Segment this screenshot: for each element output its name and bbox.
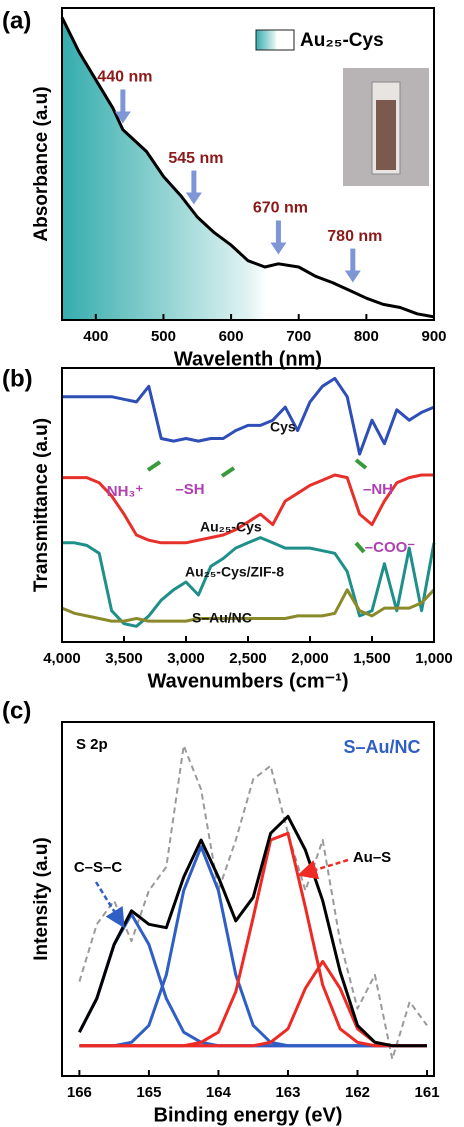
series-line — [78, 814, 427, 1048]
x-tick-label: 900 — [421, 328, 446, 345]
inset-photo — [343, 68, 429, 186]
x-axis-label: Wavelenth (nm) — [174, 348, 322, 370]
annotation: –NH — [363, 481, 393, 498]
x-tick-label: 800 — [354, 328, 379, 345]
x-tick-label: 163 — [275, 1084, 300, 1101]
indicator-dash — [354, 541, 366, 554]
series-line — [60, 16, 435, 319]
x-tick-label: 164 — [206, 1084, 232, 1101]
plot-frame — [61, 7, 435, 321]
annotation: 545 nm — [168, 150, 223, 167]
annotation: S 2p — [76, 736, 108, 753]
y-axis-label: Transmittance (a.u) — [31, 418, 52, 592]
series-label: Cys — [270, 419, 296, 435]
x-tick-label: 4,000 — [43, 650, 81, 667]
panel-label: (a) — [2, 7, 31, 34]
x-tick-label: 165 — [136, 1084, 161, 1101]
series-label: Au₂₅-Cys — [200, 519, 262, 535]
x-tick-label: 3,500 — [105, 650, 143, 667]
y-axis-label: Intensity (a.u) — [31, 837, 52, 961]
x-axis-label: Wavenumbers (cm⁻¹) — [148, 670, 349, 692]
x-tick-label: 600 — [219, 328, 244, 345]
x-axis-label: Binding energy (eV) — [154, 1104, 343, 1126]
panel-label: (c) — [2, 697, 31, 724]
x-tick-label: 3,000 — [167, 650, 205, 667]
series-label: S–Au/NC — [192, 610, 252, 626]
x-tick-label: 400 — [83, 328, 108, 345]
legend-label: Au₂₅-Cys — [300, 30, 384, 51]
annotation: S–Au/NC — [343, 737, 420, 757]
x-tick-label: 1,500 — [353, 650, 391, 667]
indicator-arrow — [94, 881, 125, 929]
plot-frame — [61, 721, 435, 1077]
x-tick-label: 2,000 — [291, 650, 329, 667]
arrow-head — [344, 270, 361, 283]
annotation: –SH — [175, 481, 204, 498]
indicator-dash — [146, 460, 162, 472]
annotation: 780 nm — [327, 228, 382, 245]
panel-label: (b) — [2, 365, 33, 392]
indicator-dash — [220, 466, 236, 478]
y-axis-label: Absorbance (a.u) — [31, 86, 52, 241]
indicator-dash — [354, 458, 368, 470]
x-tick-label: 1,000 — [415, 650, 453, 667]
series-line — [62, 376, 435, 456]
series-line — [78, 744, 428, 1061]
series-line — [62, 473, 434, 545]
x-tick-label: 2,500 — [229, 650, 267, 667]
annotation: –COO⁻ — [365, 539, 416, 556]
indicator-arrow — [297, 858, 349, 880]
arrow-head — [114, 111, 131, 124]
x-tick-label: 700 — [286, 328, 311, 345]
area-fill — [62, 17, 434, 321]
series-line — [79, 845, 427, 1048]
annotation: C–S–C — [74, 859, 123, 876]
x-tick-label: 166 — [67, 1084, 92, 1101]
annotation: 670 nm — [253, 200, 308, 217]
series-label: Au₂₅-Cys/ZIF-8 — [185, 564, 284, 580]
annotation: 440 nm — [97, 69, 152, 86]
series-line — [62, 536, 436, 628]
annotation: NH₃⁺ — [107, 483, 144, 500]
arrow-head — [270, 242, 287, 255]
x-tick-label: 500 — [151, 328, 176, 345]
x-tick-label: 161 — [415, 1084, 440, 1101]
annotation: Au–S — [353, 849, 391, 866]
arrow-head — [185, 192, 202, 205]
legend-swatch — [255, 29, 295, 51]
series-line — [61, 588, 436, 623]
x-tick-label: 162 — [345, 1084, 370, 1101]
